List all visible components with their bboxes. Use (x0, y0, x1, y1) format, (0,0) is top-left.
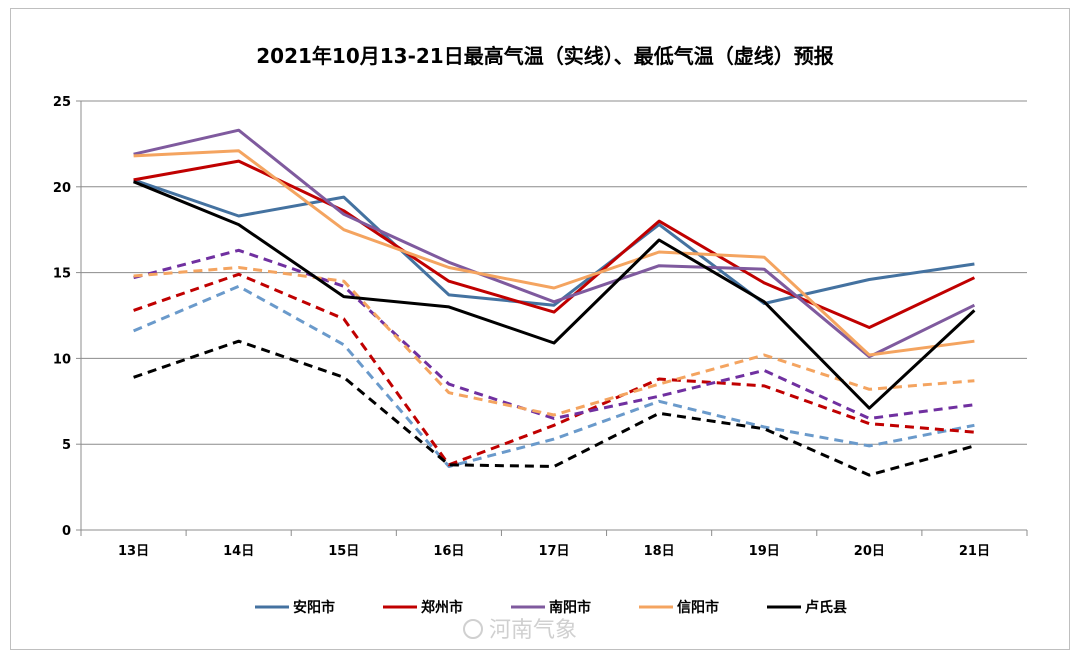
y-tick-label: 10 (53, 352, 71, 367)
legend-label: 信阳市 (677, 599, 719, 616)
chart-frame: 2021年10月13-21日最高气温（实线）、最低气温（虚线）预报 0 5 10 15… (10, 8, 1070, 650)
x-tick-label: 18日 (644, 544, 675, 559)
series-line-max-信阳市 (133, 149, 975, 357)
x-tick-label: 16日 (433, 544, 464, 559)
series-lines (133, 128, 976, 477)
y-tick-label: 5 (62, 438, 71, 453)
series-line-min-郑州市 (133, 272, 975, 467)
x-tick-label: 14日 (223, 544, 254, 559)
series-line-min-南阳市 (133, 248, 975, 420)
series-line-max-卢氏县 (133, 180, 976, 410)
y-tick-label: 15 (53, 267, 71, 282)
x-tick-label: 21日 (959, 544, 990, 559)
y-tick-label: 25 (53, 95, 71, 110)
legend: 安阳市 郑州市 南阳市 信阳市 卢氏县 (255, 599, 847, 616)
x-tick-label: 20日 (854, 544, 885, 559)
series-line-min-信阳市 (133, 266, 975, 417)
x-tick-label: 13日 (118, 544, 149, 559)
legend-label: 卢氏县 (805, 599, 847, 616)
x-tick-label: 17日 (538, 544, 569, 559)
series-line-min-安阳市 (133, 284, 975, 468)
watermark-text: 河南气象 (489, 618, 577, 643)
legend-label: 安阳市 (293, 599, 335, 616)
series-line-max-南阳市 (133, 128, 976, 359)
axes: 0 5 10 15 20 25 13日 14日 15日 16日 17日 18日 19日 20日 21日 (53, 95, 1028, 559)
watermark: 河南气象 (463, 618, 577, 643)
x-tick-label: 19日 (749, 544, 780, 559)
line-chart: 2021年10月13-21日最高气温（实线）、最低气温（虚线）预报 0 5 10 15… (53, 44, 1028, 643)
weibo-logo-icon (463, 619, 483, 639)
legend-label: 郑州市 (421, 599, 463, 616)
legend-label: 南阳市 (549, 599, 591, 616)
series-line-max-安阳市 (133, 178, 975, 307)
chart-title: 2021年10月13-21日最高气温（实线）、最低气温（虚线）预报 (256, 44, 833, 68)
y-tick-label: 20 (53, 181, 71, 196)
y-tick-label: 0 (62, 524, 71, 539)
gridlines (81, 100, 1027, 445)
x-tick-label: 15日 (328, 544, 359, 559)
